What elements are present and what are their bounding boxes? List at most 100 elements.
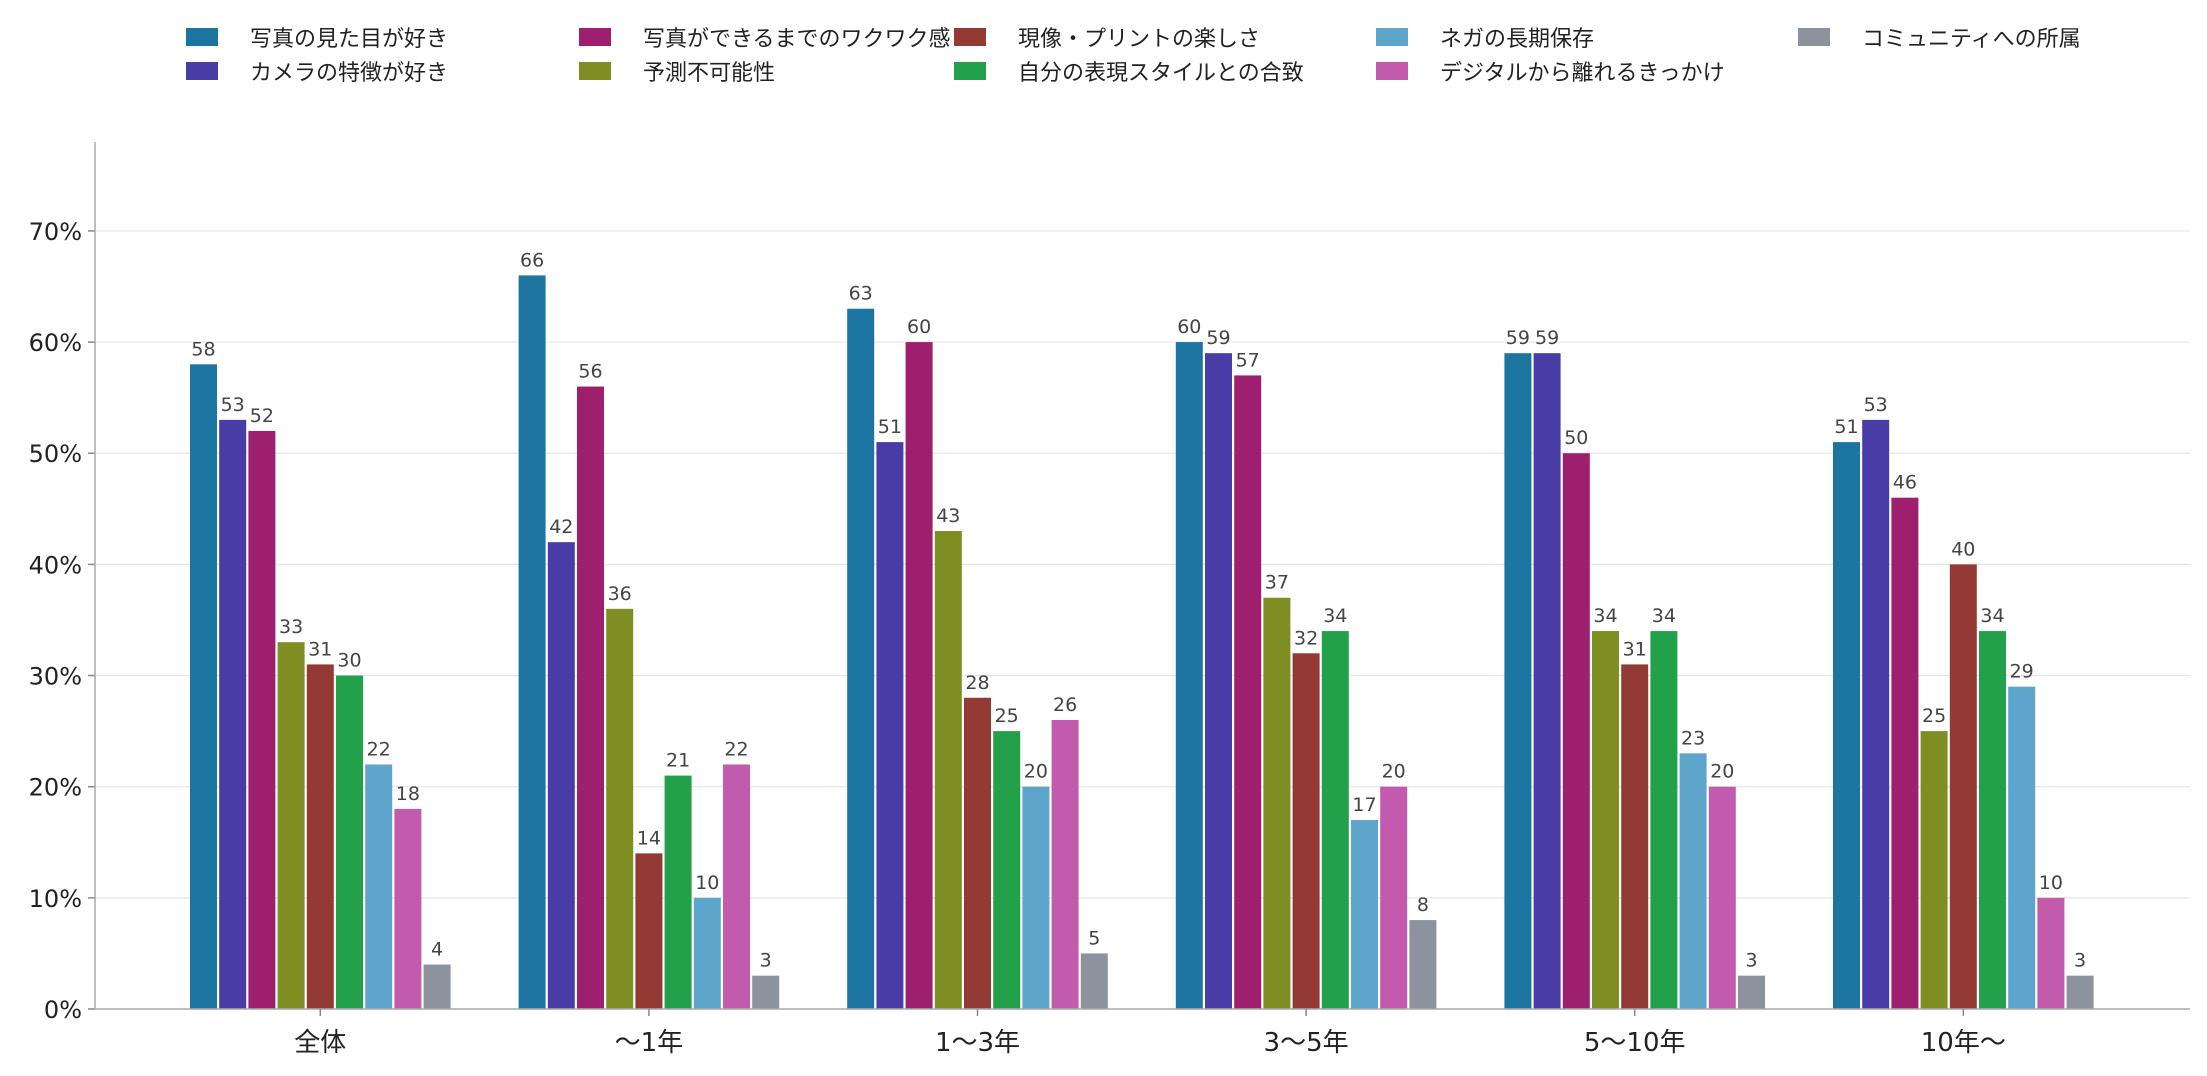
data-label: 30 [337, 650, 361, 672]
bar [248, 431, 276, 1009]
bar [423, 964, 451, 1009]
bar [1650, 631, 1678, 1009]
bar [847, 308, 875, 1009]
bar [1351, 820, 1378, 1009]
data-label: 59 [1535, 327, 1559, 349]
data-label: 31 [308, 638, 332, 660]
bar [876, 442, 904, 1010]
legend-swatch [954, 28, 986, 46]
bar [1409, 920, 1437, 1009]
bar [1562, 453, 1590, 1009]
data-label: 3 [2074, 950, 2086, 972]
data-label: 57 [1236, 349, 1260, 371]
y-tick-label: 30% [29, 663, 82, 691]
data-label: 22 [367, 738, 391, 760]
bar [635, 853, 663, 1009]
y-tick-label: 0% [44, 996, 82, 1024]
legend-label: 自分の表現スタイルとの合致 [1018, 61, 1304, 86]
bar [905, 342, 933, 1010]
bar [1380, 786, 1408, 1009]
labels: 0%10%20%30%40%50%60%70%58535233313022184… [29, 218, 2086, 1058]
y-tick-label: 50% [29, 440, 82, 468]
data-label: 31 [1623, 638, 1647, 660]
legend-label: 写真の見た目が好き [250, 27, 449, 52]
legend-item: デジタルから離れるきっかけ [1376, 54, 1725, 88]
data-label: 34 [1980, 605, 2004, 627]
legend-item: 現像・プリントの楽しさ [954, 20, 1260, 54]
data-label: 20 [1382, 761, 1406, 783]
data-label: 5 [1088, 927, 1100, 949]
bar [1592, 631, 1619, 1009]
data-label: 66 [520, 249, 544, 271]
bar [1205, 353, 1232, 1009]
data-label: 59 [1506, 327, 1530, 349]
data-label: 25 [995, 705, 1019, 727]
legend-swatch [954, 62, 986, 80]
bar [693, 897, 721, 1009]
data-label: 51 [1834, 416, 1858, 438]
data-label: 28 [965, 672, 989, 694]
legend-label: カメラの特徴が好き [250, 61, 449, 86]
bar [306, 664, 334, 1009]
legend-item: ネガの長期保存 [1376, 20, 1594, 54]
bar [1920, 731, 1948, 1009]
data-label: 18 [396, 783, 420, 805]
bar [1292, 653, 1320, 1009]
bar [547, 542, 575, 1009]
legend-item: カメラの特徴が好き [186, 54, 448, 88]
bar [394, 808, 422, 1009]
data-label: 20 [1024, 761, 1048, 783]
data-label: 37 [1265, 572, 1289, 594]
data-label: 46 [1893, 472, 1917, 494]
bar [1321, 631, 1349, 1009]
data-label: 20 [1710, 761, 1734, 783]
bar [934, 531, 962, 1009]
data-label: 56 [578, 361, 602, 383]
bar [1979, 631, 2006, 1009]
bar [1175, 342, 1203, 1010]
data-label: 51 [878, 416, 902, 438]
data-label: 23 [1681, 727, 1705, 749]
y-tick-label: 60% [29, 329, 82, 357]
legend-swatch [1798, 28, 1830, 46]
legend-swatch [186, 28, 218, 46]
data-label: 50 [1564, 427, 1588, 449]
legend-label: デジタルから離れるきっかけ [1440, 61, 1725, 86]
bar [1533, 353, 1561, 1009]
bar [1263, 597, 1291, 1009]
data-label: 42 [549, 516, 573, 538]
bar [365, 764, 393, 1009]
bar [1234, 375, 1262, 1009]
data-label: 26 [1053, 694, 1077, 716]
legend-swatch [1376, 62, 1408, 80]
x-tick-label: 3〜5年 [1264, 1028, 1349, 1058]
bar [1708, 786, 1736, 1009]
data-label: 40 [1951, 538, 1975, 560]
data-label: 53 [1864, 394, 1888, 416]
data-label: 3 [760, 950, 772, 972]
data-label: 52 [250, 405, 274, 427]
bar [723, 764, 750, 1009]
bar [1504, 353, 1532, 1009]
y-tick-label: 10% [29, 885, 82, 913]
legend-item: 写真ができるまでのワクワク感 [579, 20, 951, 54]
bar [577, 386, 604, 1009]
legend-item: 予測不可能性 [579, 54, 775, 88]
data-label: 63 [849, 283, 873, 305]
bar [752, 975, 780, 1009]
bar [1621, 664, 1649, 1009]
bar [1080, 953, 1108, 1009]
data-label: 34 [1593, 605, 1617, 627]
bar [606, 608, 634, 1009]
legend-item: 自分の表現スタイルとの合致 [954, 54, 1304, 88]
data-label: 34 [1652, 605, 1676, 627]
data-label: 60 [1177, 316, 1201, 338]
bar [277, 642, 305, 1009]
bar [1738, 975, 1765, 1009]
data-label: 43 [936, 505, 960, 527]
bar [664, 775, 692, 1009]
legend-label: 予測不可能性 [643, 61, 776, 86]
bar [2008, 686, 2036, 1009]
data-label: 10 [2039, 872, 2063, 894]
